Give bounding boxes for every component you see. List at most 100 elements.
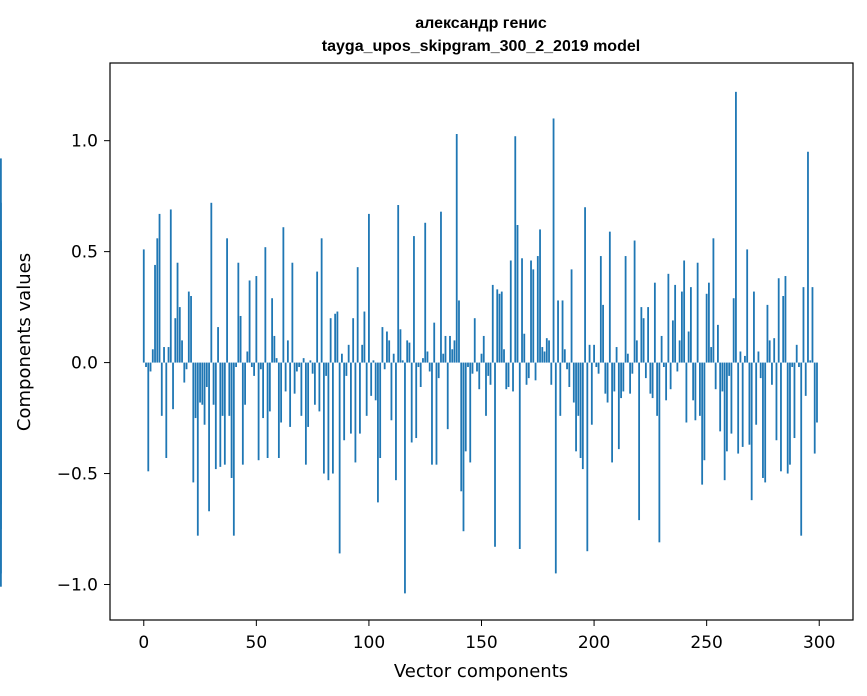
bar-227: [653, 282, 656, 363]
bar-141: [460, 362, 463, 492]
bar-280: [773, 338, 776, 363]
bar-46: [246, 351, 249, 363]
bar-238: [678, 340, 681, 363]
bar-225: [649, 362, 652, 394]
bar-undefined: [0, 362, 2, 574]
bar-142: [462, 362, 465, 532]
bar-62: [282, 227, 285, 363]
bar-250: [705, 293, 708, 363]
bar-251: [708, 282, 710, 363]
bar-285: [784, 276, 787, 363]
bar-129: [433, 322, 436, 363]
bar-258: [723, 362, 726, 481]
bars-group: [0, 91, 818, 594]
bar-199: [590, 362, 593, 425]
bar-38: [228, 362, 231, 416]
x-tick-label: 150: [465, 633, 497, 653]
bar-234: [669, 362, 672, 390]
bar-291: [798, 362, 800, 368]
bar-169: [523, 333, 526, 363]
bar-188: [566, 362, 568, 370]
bar-116: [404, 362, 406, 594]
bar-111: [392, 353, 395, 363]
bar-262: [732, 298, 735, 363]
y-tick-label: −1.0: [57, 575, 98, 595]
bar-89: [343, 362, 346, 441]
bar-22: [192, 362, 195, 483]
bar-177: [541, 347, 544, 363]
bar-249: [703, 362, 706, 461]
bar-108: [386, 331, 388, 363]
bar-266: [741, 362, 744, 447]
bar-190: [570, 269, 573, 363]
bar-24: [196, 362, 199, 536]
bar-265: [739, 351, 742, 363]
bar-72: [304, 362, 307, 465]
bar-75: [311, 362, 314, 374]
bar-64: [286, 340, 289, 363]
bar-53: [262, 362, 264, 419]
x-axis-ticks: 0 50 100 150 200 250 300: [138, 620, 835, 653]
bar-182: [552, 118, 555, 363]
bar-121: [415, 362, 418, 439]
plot-area-frame: [109, 62, 854, 621]
bar-160: [503, 349, 505, 363]
bar-150: [480, 353, 483, 363]
bar-28: [205, 362, 208, 387]
bar-179: [545, 338, 548, 363]
bar-272: [755, 362, 758, 425]
bar-137: [451, 349, 454, 363]
bar-147: [473, 318, 476, 363]
bar-0: [142, 249, 145, 363]
bar-275: [762, 362, 764, 478]
bar-50: [255, 276, 258, 363]
bar-288: [791, 362, 794, 368]
bar-135: [446, 362, 449, 430]
bar-159: [500, 291, 503, 363]
bar-208: [611, 362, 613, 463]
bar-86: [336, 311, 339, 363]
bar-83: [329, 318, 332, 363]
bar-16: [178, 307, 181, 363]
bar-156: [494, 362, 496, 547]
bar-242: [687, 331, 690, 363]
bar-102: [372, 360, 375, 363]
bar-undefined: [0, 362, 2, 392]
bar-19: [185, 362, 188, 370]
x-tick-label: 250: [690, 633, 722, 653]
bar-25: [199, 362, 201, 403]
bar-151: [482, 335, 485, 363]
bar-57: [271, 298, 274, 363]
bar-6: [156, 238, 159, 363]
bar-278: [768, 340, 771, 363]
bar-21: [190, 296, 192, 363]
bar-17: [181, 340, 183, 363]
bar-246: [696, 262, 699, 363]
bar-40: [232, 362, 235, 536]
bar-248: [701, 362, 704, 485]
bar-201: [595, 362, 598, 368]
bar-176: [539, 229, 541, 363]
bar-180: [548, 340, 550, 363]
bar-31: [212, 362, 215, 405]
bar-127: [428, 362, 431, 372]
bar-213: [622, 362, 625, 392]
bar-236: [674, 284, 677, 363]
bar-172: [530, 260, 532, 363]
bar-105: [379, 362, 382, 458]
bar-166: [516, 225, 519, 363]
bar-219: [635, 340, 638, 363]
bar-23: [194, 362, 197, 419]
bar-104: [377, 362, 379, 503]
bar-175: [536, 256, 539, 363]
bar-161: [505, 362, 508, 390]
bar-30: [210, 202, 213, 363]
bar-217: [631, 362, 634, 374]
bar-97: [361, 344, 364, 363]
bar-63: [284, 362, 287, 392]
bar-109: [388, 340, 391, 363]
bar-148: [476, 362, 478, 372]
bar-241: [685, 362, 688, 423]
bar-140: [458, 300, 460, 363]
